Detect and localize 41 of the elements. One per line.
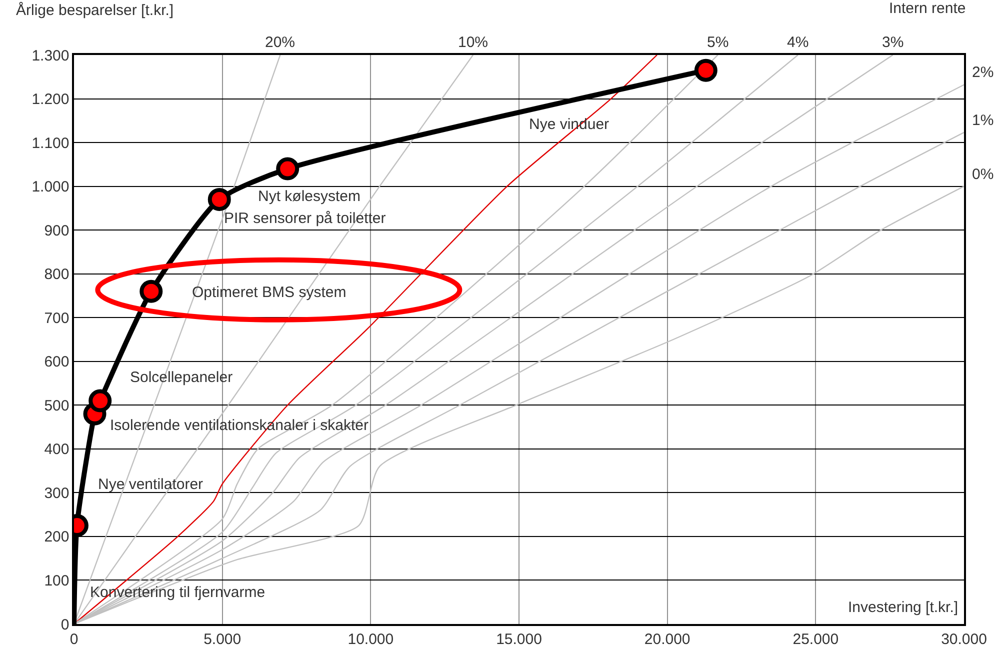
annotation: PIR sensorer på toiletter [224, 210, 386, 227]
x-tick-label: 15.000 [496, 630, 542, 648]
y-tick-label: 1.000 [32, 178, 70, 196]
y-tick-label: 1.300 [32, 47, 70, 64]
series-label: 5% [707, 34, 729, 51]
y-axis-title: Årlige besparelser [t.kr.] [16, 1, 174, 19]
y-tick-label: 500 [44, 397, 70, 414]
x-axis-title: Investering [t.kr.] [848, 599, 958, 616]
y-tick-label: 1.100 [32, 134, 70, 152]
point [694, 58, 718, 82]
point [276, 157, 300, 180]
series-label: 20% [265, 34, 296, 51]
x-tick-label: 30.000 [941, 630, 987, 648]
point [140, 280, 163, 303]
y-tick-label: 1.200 [32, 91, 70, 108]
y-tick-label: 0 [60, 616, 70, 634]
series-label: 0% [972, 166, 994, 183]
y-tick-label: 300 [44, 484, 70, 502]
series-label: 4% [787, 34, 809, 51]
y-tick-label: 900 [44, 222, 70, 240]
y-tick-label: 600 [44, 354, 70, 371]
x-tick-label: 25.000 [792, 630, 839, 648]
annotation: Nyt kølesystem [258, 188, 361, 205]
x-tick-label: 10.000 [348, 630, 394, 648]
text: Intern rente [889, 0, 966, 17]
y-tick-label: 800 [44, 266, 70, 284]
series-label: 3% [882, 34, 904, 51]
y-tick-label: 100 [44, 572, 70, 590]
point [88, 389, 112, 412]
annotation: Nye ventilatorer [98, 476, 204, 493]
x-tick-label: 20.000 [644, 630, 690, 648]
series-label: 1% [972, 112, 994, 129]
annotation: Optimeret BMS system [192, 284, 346, 301]
series-label: 10% [458, 34, 488, 51]
series-label: 2% [972, 64, 994, 81]
x-tick-label: 5.000 [204, 630, 242, 648]
y-tick-label: 400 [44, 441, 70, 458]
annotation: Solcellepaneler [130, 369, 233, 386]
point [208, 188, 231, 211]
y-tick-label: 700 [44, 310, 70, 327]
y-tick-label: 200 [44, 528, 70, 546]
